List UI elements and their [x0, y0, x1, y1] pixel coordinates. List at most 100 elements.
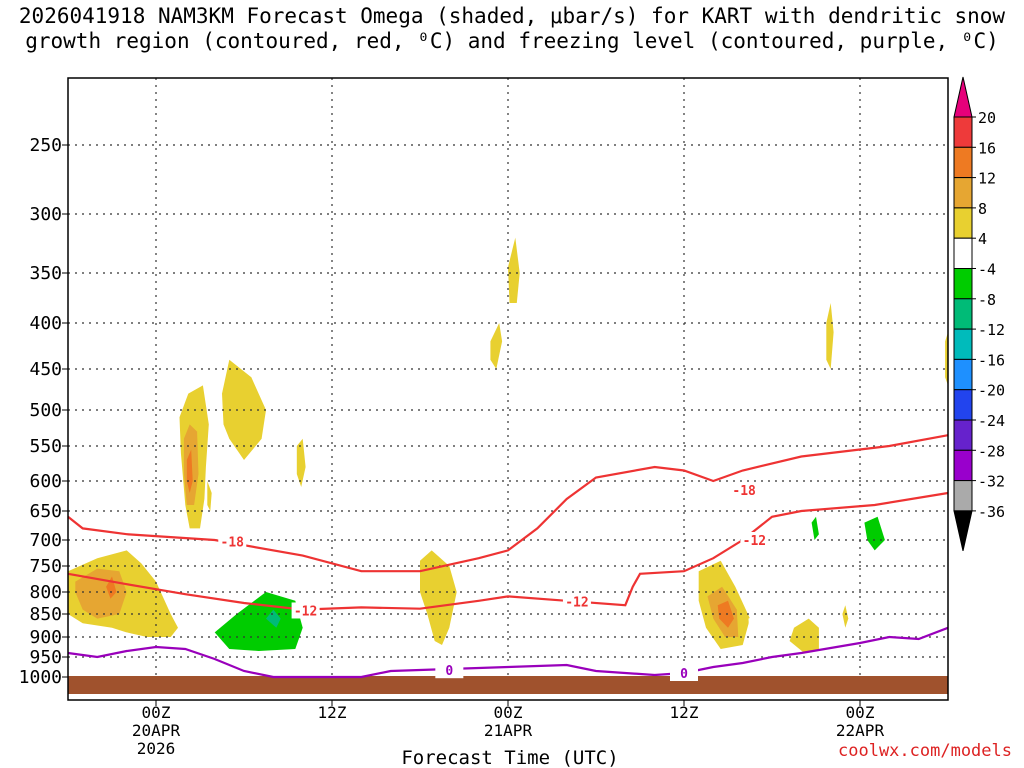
y-tick-label-750: 750	[29, 556, 62, 577]
dgz-upper-line	[67, 434, 949, 573]
y-tick-label-350: 350	[29, 263, 62, 284]
omega-yellow-12	[842, 605, 849, 628]
x-tick-label-6-0: 00Z	[142, 703, 171, 722]
omega-green-6	[478, 618, 530, 663]
grid-lines	[68, 78, 948, 676]
ground-layer	[68, 676, 948, 700]
x-tick-label-54-0: 00Z	[846, 703, 875, 722]
colorbar-swatch-7	[953, 298, 973, 330]
freezing-level-line-2-label-bg	[670, 665, 698, 681]
chart-title-line1: 2026041918 NAM3KM Forecast Omega (shaded…	[18, 4, 1006, 28]
dgz-lower-line-2-label: -12	[565, 596, 588, 611]
omega-green-9	[581, 627, 626, 665]
omega-teal-15	[811, 516, 819, 540]
freezing-level-line	[67, 626, 949, 679]
omega-orange-early	[106, 576, 117, 599]
colorbar-label-13: -36	[978, 503, 1005, 521]
x-tick-label-42-0: 12Z	[670, 703, 699, 722]
colorbar-label-3: 8	[978, 200, 987, 218]
colorbar-swatch-10	[953, 389, 973, 421]
y-tick-label-250: 250	[29, 135, 62, 156]
y-tick-label-900: 900	[29, 627, 62, 648]
y-tick-label-1000: 1000	[19, 667, 62, 688]
omega-yellow-7	[508, 237, 520, 303]
y-tick-label-550: 550	[29, 436, 62, 457]
colorbar-label-1: 16	[978, 139, 996, 157]
colorbar-label-2: 12	[978, 170, 996, 188]
colorbar-swatch-6	[953, 268, 973, 300]
colorbar-swatch-3	[953, 177, 973, 209]
y-tick-label-950: 950	[29, 647, 62, 668]
omega-orange-9	[717, 600, 734, 628]
colorbar-label-9: -20	[978, 382, 1005, 400]
chart-title-line2: growth region (contoured, red, ⁰C) and f…	[25, 29, 999, 53]
dgz-lower-line-3-label: -12	[743, 534, 766, 549]
dgz-lower-line-2-label-bg	[562, 593, 591, 610]
omega-green-14	[748, 614, 762, 657]
colorbar-label-5: -4	[978, 261, 996, 279]
dgz-upper-line-label: -18	[221, 536, 245, 551]
y-tick-label-600: 600	[29, 471, 62, 492]
x-tick-label-30-0: 00Z	[494, 703, 523, 722]
dgz-upper-line-2-label-bg	[730, 482, 759, 498]
contour-lines: -18 -12 -18 -12 -12 0 0	[67, 434, 949, 682]
dgz-lower-line-label: -12	[294, 604, 317, 619]
colorbar-label-11: -28	[978, 442, 1005, 460]
omega-teal-2	[266, 609, 281, 628]
dgz-lower-line	[67, 491, 949, 611]
y-tick-label-400: 400	[29, 313, 62, 334]
freezing-level-line-label-bg	[435, 662, 464, 679]
x-tick-label-30-1: 21APR	[484, 721, 533, 740]
omega-green-7	[516, 618, 535, 649]
dgz-upper-line-label-bg	[218, 533, 247, 550]
colorbar-label-7: -12	[978, 321, 1005, 339]
credit-link[interactable]: coolwx.com/models	[838, 741, 1012, 761]
colorbar-swatch-9	[953, 358, 973, 391]
colorbar-label-12: -32	[978, 473, 1005, 491]
y-tick-label-800: 800	[29, 582, 62, 603]
colorbar-swatch-4	[953, 207, 973, 239]
colorbar-swatch-2	[953, 146, 973, 179]
colorbar-swatch-8	[953, 328, 973, 360]
colorbar-swatch-1	[953, 116, 973, 148]
colorbar-label-0: 20	[978, 109, 996, 127]
x-tick-label-6-2: 2026	[137, 739, 176, 758]
omega-teal-16	[864, 516, 885, 551]
omega-yellow-5	[296, 438, 306, 487]
y-tick-label-700: 700	[29, 530, 62, 551]
omega-yellow-6	[420, 550, 457, 645]
freezing-level-line-2-label: 0	[680, 667, 688, 682]
dgz-lower-line-label-bg	[291, 602, 320, 619]
omega-green-15	[772, 505, 831, 577]
dgz-upper-line-2-label: -18	[732, 484, 756, 499]
x-tick-label-6-1: 20APR	[132, 721, 181, 740]
omega-green-10	[681, 313, 689, 378]
omega-green-12	[716, 481, 726, 511]
omega-green-4	[112, 438, 118, 487]
y-tick-label-500: 500	[29, 400, 62, 421]
omega-green-8	[544, 627, 567, 661]
y-tick-label-650: 650	[29, 501, 62, 522]
colorbar-swatch-13	[953, 480, 973, 512]
colorbar-label-10: -24	[978, 412, 1005, 430]
colorbar-label-8: -16	[978, 351, 1005, 369]
omega-yellow-10	[789, 618, 819, 653]
omega-green-11	[741, 401, 748, 428]
dgz-lower-line-3-label-bg	[740, 532, 769, 548]
colorbar-swatch-11	[953, 419, 973, 451]
colorbar-top-arrow	[953, 76, 973, 118]
chart-title: 2026041918 NAM3KM Forecast Omega (shaded…	[0, 4, 1024, 54]
omega-orange-2	[186, 449, 193, 493]
y-tick-label-850: 850	[29, 604, 62, 625]
y-tick-label-450: 450	[29, 359, 62, 380]
colorbar: 20 16 12 8 4 -4 -8 -12 -16 -20 -24 -28 -32 -36	[953, 76, 1005, 552]
omega-green-5	[395, 600, 413, 661]
colorbar-label-6: -8	[978, 291, 996, 309]
omega-green-17	[942, 632, 948, 661]
colorbar-bottom-arrow	[953, 510, 973, 552]
omega-yellow-4	[207, 481, 212, 511]
freezing-level-line-label: 0	[445, 664, 453, 679]
y-tick-label-300: 300	[29, 204, 62, 225]
